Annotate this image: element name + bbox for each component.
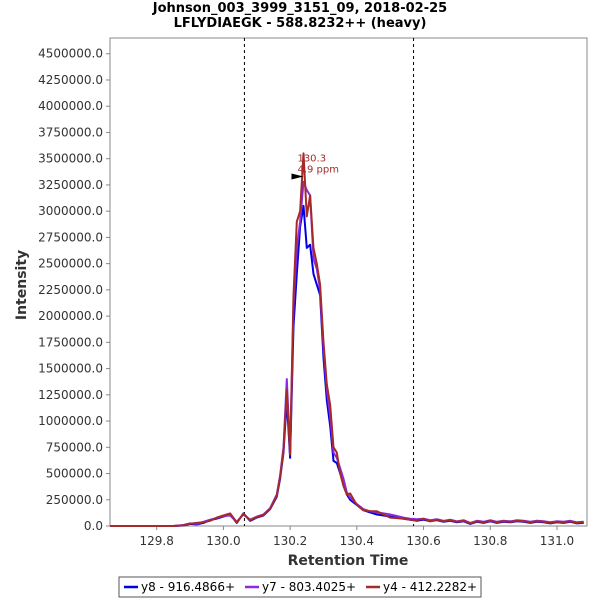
x-tick-label: 130.6 [406, 534, 440, 548]
x-tick-label: 130.0 [206, 534, 240, 548]
peak-marker-arrow [291, 173, 304, 180]
y-tick-label: 2000000.0 [38, 309, 103, 323]
legend: y8 - 916.4866+ y7 - 803.4025+ y4 - 412.228… [124, 580, 477, 594]
series-lines [110, 152, 584, 527]
legend-label: y4 - 412.2282+ [383, 580, 477, 594]
y-tick-label: 1750000.0 [38, 335, 103, 349]
x-tick-label: 131.0 [540, 534, 574, 548]
y-tick-label: 2250000.0 [38, 283, 103, 297]
x-axis-label: Retention Time [288, 553, 409, 569]
y-tick-label: 0.0 [84, 519, 103, 533]
x-tick-label: 130.4 [340, 534, 374, 548]
peak-annotation: 130.34.9 ppm [291, 154, 339, 180]
y-tick-label: 750000.0 [46, 440, 103, 454]
y-axis: 0.0 250000.0 500000.0 750000.0 1000000.0 1250… [38, 47, 110, 533]
x-tick-label: 130.8 [473, 534, 507, 548]
y-tick-label: 1000000.0 [38, 414, 103, 428]
chart-subtitle: LFLYDIAEGK - 588.8232++ (heavy) [174, 16, 427, 31]
y-tick-label: 1250000.0 [38, 388, 103, 402]
y-tick-label: 4500000.0 [38, 47, 103, 61]
plot-area [109, 37, 588, 527]
chart-title: Johnson_003_3999_3151_09, 2018-02-25 [152, 1, 447, 16]
y-tick-label: 500000.0 [46, 467, 103, 481]
legend-label: y7 - 803.4025+ [262, 580, 356, 594]
legend-label: y8 - 916.4866+ [141, 580, 235, 594]
y-tick-label: 3750000.0 [38, 125, 103, 139]
y-tick-label: 3250000.0 [38, 178, 103, 192]
x-axis: 129.8 130.0 130.2 130.4 130.6 130.8 131.0 [140, 526, 574, 548]
y-tick-label: 4250000.0 [38, 73, 103, 87]
x-tick-label: 129.8 [140, 534, 174, 548]
y-tick-label: 2750000.0 [38, 230, 103, 244]
y-tick-label: 3500000.0 [38, 152, 103, 166]
peak-ppm-label: 4.9 ppm [297, 165, 339, 176]
peak-rt-label: 130.3 [297, 154, 326, 165]
y-tick-label: 2500000.0 [38, 257, 103, 271]
y-tick-label: 4000000.0 [38, 99, 103, 113]
y-axis-label: Intensity [14, 250, 30, 320]
series-line-3 [110, 152, 584, 527]
y-tick-label: 3000000.0 [38, 204, 103, 218]
y-tick-label: 250000.0 [46, 493, 103, 507]
legend-box [118, 576, 482, 598]
y-tick-label: 1500000.0 [38, 362, 103, 376]
x-tick-label: 130.2 [273, 534, 307, 548]
